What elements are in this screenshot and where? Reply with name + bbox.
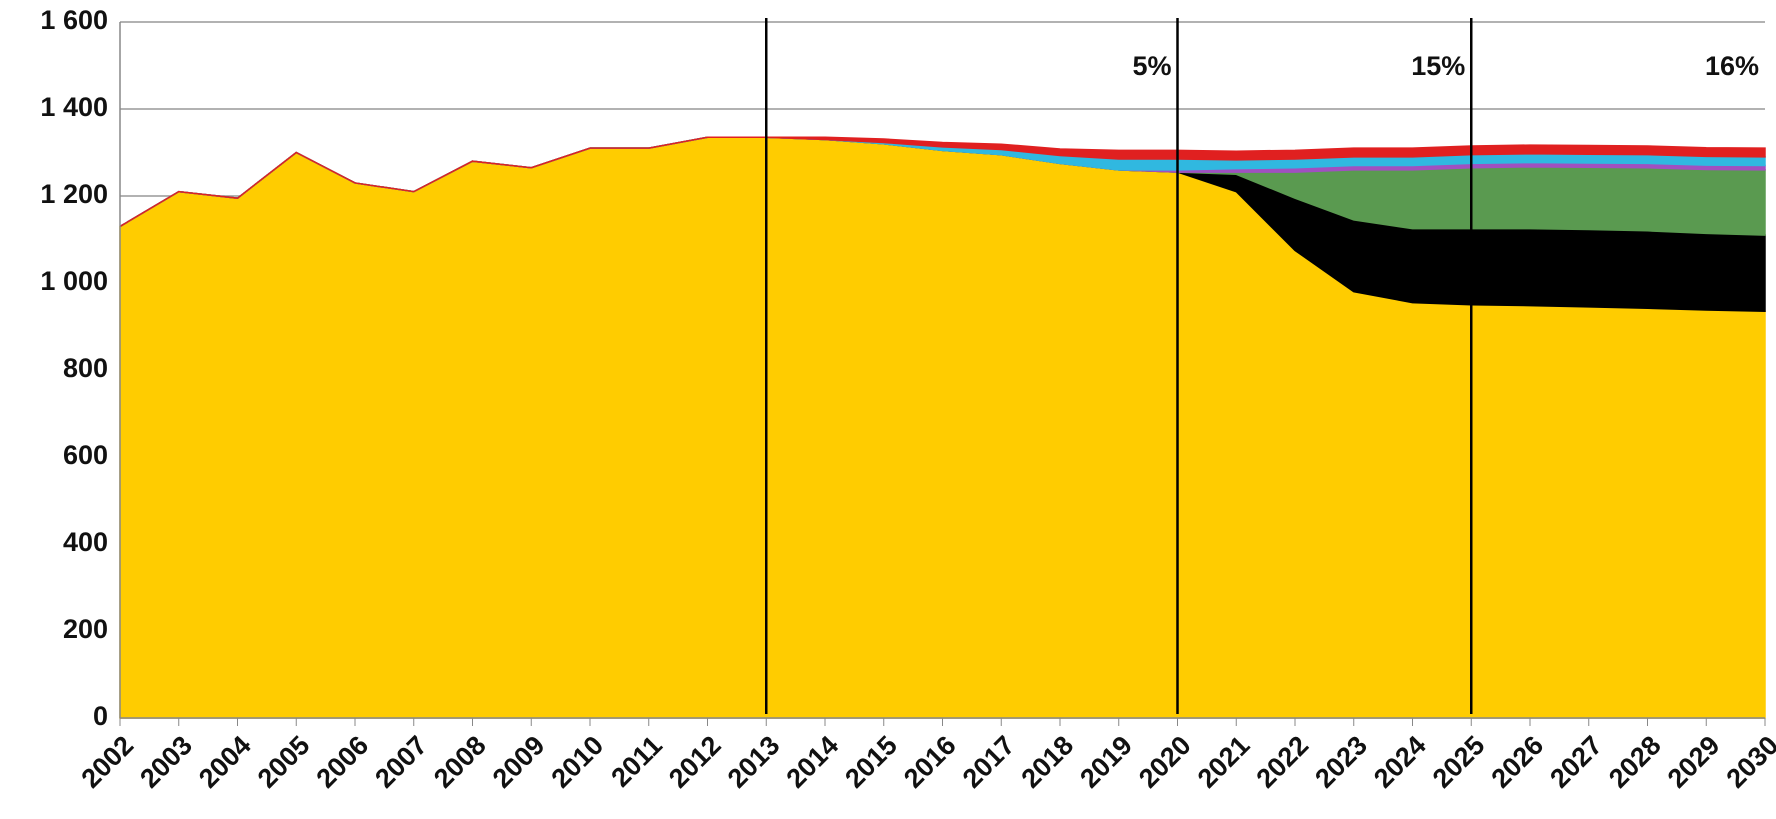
y-tick-label: 400: [63, 527, 108, 557]
x-tick-label: 2016: [898, 730, 962, 794]
x-tick-label: 2003: [134, 730, 198, 794]
y-tick-label: 1 200: [40, 179, 108, 209]
annotation: 5%: [1132, 51, 1171, 81]
x-tick-label: 2010: [546, 730, 610, 794]
annotation: 15%: [1411, 51, 1465, 81]
x-tick-label: 2023: [1309, 730, 1373, 794]
x-tick-label: 2024: [1368, 730, 1432, 794]
x-tick-label: 2018: [1016, 730, 1080, 794]
x-tick-label: 2012: [663, 730, 727, 794]
annotation: 16%: [1705, 51, 1759, 81]
x-tick-label: 2019: [1074, 730, 1138, 794]
x-tick-label: 2021: [1192, 730, 1256, 794]
x-tick-label: 2027: [1544, 730, 1608, 794]
y-tick-label: 1 400: [40, 92, 108, 122]
y-tick-label: 1 600: [40, 5, 108, 35]
x-tick-label: 2022: [1251, 730, 1315, 794]
x-tick-label: 2013: [722, 730, 786, 794]
x-tick-label: 2014: [781, 730, 845, 794]
y-tick-label: 800: [63, 353, 108, 383]
x-tick-label: 2002: [76, 730, 140, 794]
x-tick-label: 2015: [839, 730, 903, 794]
x-tick-label: 2008: [428, 730, 492, 794]
x-tick-label: 2025: [1427, 730, 1491, 794]
x-tick-label: 2009: [487, 730, 551, 794]
x-tick-label: 2017: [957, 730, 1021, 794]
y-tick-label: 1 000: [40, 266, 108, 296]
x-tick-label: 2004: [193, 730, 257, 794]
x-tick-label: 2029: [1662, 730, 1726, 794]
x-tick-label: 2006: [311, 730, 375, 794]
x-tick-label: 2005: [252, 730, 316, 794]
x-tick-label: 2028: [1603, 730, 1667, 794]
x-tick-label: 2011: [605, 730, 668, 793]
y-tick-label: 200: [63, 614, 108, 644]
x-tick-label: 2030: [1721, 730, 1776, 794]
chart: 02004006008001 0001 2001 4001 6002002200…: [0, 0, 1776, 819]
y-tick-label: 0: [93, 701, 108, 731]
x-tick-label: 2007: [369, 730, 433, 794]
x-tick-label: 2026: [1486, 730, 1550, 794]
x-tick-label: 2020: [1133, 730, 1197, 794]
y-tick-label: 600: [63, 440, 108, 470]
